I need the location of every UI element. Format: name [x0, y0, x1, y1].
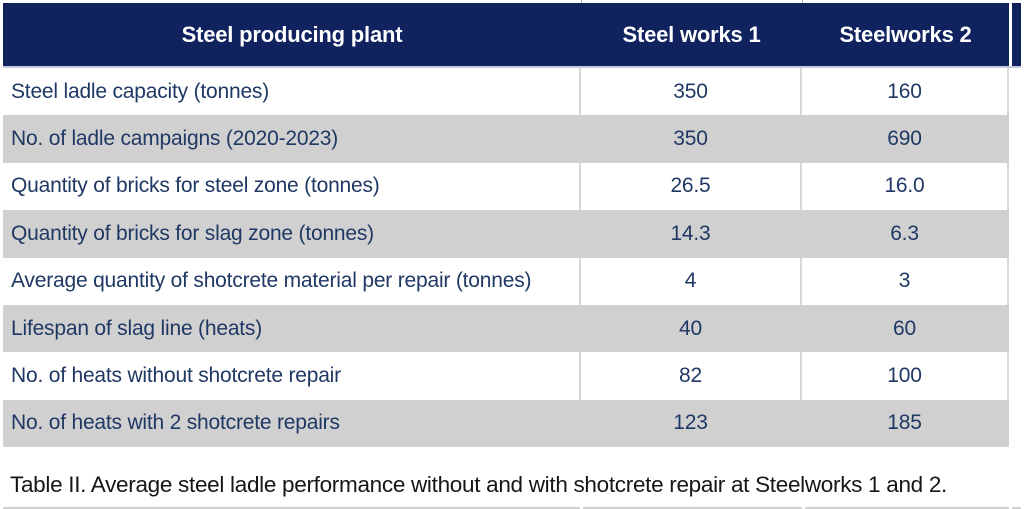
partial-row-segment — [3, 507, 580, 509]
header-edge-sliver — [1012, 3, 1021, 66]
works2-value: 16.0 — [802, 162, 1009, 211]
table-row-cells: Quantity of bricks for slag zone (tonnes… — [3, 210, 1009, 258]
row-edge-sliver — [1012, 210, 1021, 258]
gridline-tick — [581, 0, 582, 3]
table-row-cells: No. of ladle campaigns (2020-2023) 350 690 — [3, 115, 1009, 163]
row-edge-sliver — [1012, 115, 1021, 163]
table-row: No. of ladle campaigns (2020-2023) 350 690 — [3, 115, 1021, 163]
partial-next-row-strip — [3, 505, 1021, 509]
row-edge-sliver — [1012, 352, 1021, 400]
table-header-row: Steel producing plant Steel works 1 Stee… — [3, 3, 1021, 68]
table-header-main: Steel producing plant Steel works 1 Stee… — [3, 3, 1009, 66]
table-row: No. of heats without shotcrete repair 82 1… — [3, 352, 1021, 400]
row-edge-sliver — [1012, 399, 1021, 448]
gridline-tick — [802, 0, 803, 3]
works2-value: 185 — [802, 399, 1009, 448]
table-row: Average quantity of shotcrete material p… — [3, 257, 1021, 305]
row-edge-sliver — [1012, 162, 1021, 211]
works1-value: 40 — [581, 304, 802, 353]
row-label: No. of heats with 2 shotcrete repairs — [3, 399, 581, 448]
table-row-cells: No. of heats with 2 shotcrete repairs 123… — [3, 399, 1009, 448]
works2-value: 3 — [802, 257, 1009, 305]
works2-value: 100 — [802, 352, 1009, 400]
table-caption-row: Table II. Average steel ladle performanc… — [3, 447, 1009, 506]
works2-value: 690 — [802, 115, 1009, 163]
header-steel-producing-plant: Steel producing plant — [181, 21, 403, 47]
table-row-cells: Average quantity of shotcrete material p… — [3, 257, 1009, 305]
table-row-cells: Quantity of bricks for steel zone (tonne… — [3, 162, 1009, 211]
table-body: Steel ladle capacity (tonnes) 350 160 No. o… — [3, 68, 1021, 448]
works1-value: 350 — [581, 68, 802, 116]
partial-row-segment — [1012, 507, 1021, 509]
partial-row-segment — [583, 507, 802, 509]
row-edge-sliver — [1012, 257, 1021, 305]
row-label: No. of heats without shotcrete repair — [3, 352, 581, 400]
works1-value: 4 — [581, 257, 802, 305]
works2-value: 60 — [802, 304, 1009, 353]
works1-value: 26.5 — [581, 162, 802, 211]
row-label: Quantity of bricks for slag zone (tonnes… — [3, 210, 581, 258]
row-label: Lifespan of slag line (heats) — [3, 304, 581, 353]
table-caption: Table II. Average steel ladle performanc… — [10, 472, 947, 498]
table-row-cells: No. of heats without shotcrete repair 82 1… — [3, 352, 1009, 400]
table-row: No. of heats with 2 shotcrete repairs 123… — [3, 399, 1021, 448]
works1-value: 123 — [581, 399, 802, 448]
row-label: Quantity of bricks for steel zone (tonne… — [3, 162, 581, 211]
works2-value: 6.3 — [802, 210, 1009, 258]
row-label: Steel ladle capacity (tonnes) — [3, 68, 581, 116]
works2-value: 160 — [802, 68, 1009, 116]
table-row-cells: Steel ladle capacity (tonnes) 350 160 — [3, 68, 1009, 116]
partial-row-segment — [805, 507, 1009, 509]
row-label: No. of ladle campaigns (2020-2023) — [3, 115, 581, 163]
works1-value: 14.3 — [581, 210, 802, 258]
row-edge-sliver — [1012, 304, 1021, 353]
table-row-cells: Lifespan of slag line (heats) 40 60 — [3, 304, 1009, 353]
data-table: Steel producing plant Steel works 1 Stee… — [3, 3, 1021, 509]
table-row: Lifespan of slag line (heats) 40 60 — [3, 304, 1021, 353]
row-label: Average quantity of shotcrete material p… — [3, 257, 581, 305]
table-row: Quantity of bricks for slag zone (tonnes… — [3, 210, 1021, 258]
table-row: Steel ladle capacity (tonnes) 350 160 — [3, 68, 1021, 116]
table-top-gridline-strip — [3, 0, 1021, 3]
row-edge-sliver — [1012, 68, 1021, 116]
works1-value: 82 — [581, 352, 802, 400]
works1-value: 350 — [581, 115, 802, 163]
header-steel-works-1: Steel works 1 — [622, 21, 761, 47]
header-steelworks-2: Steelworks 2 — [839, 21, 972, 47]
table-row: Quantity of bricks for steel zone (tonne… — [3, 162, 1021, 211]
